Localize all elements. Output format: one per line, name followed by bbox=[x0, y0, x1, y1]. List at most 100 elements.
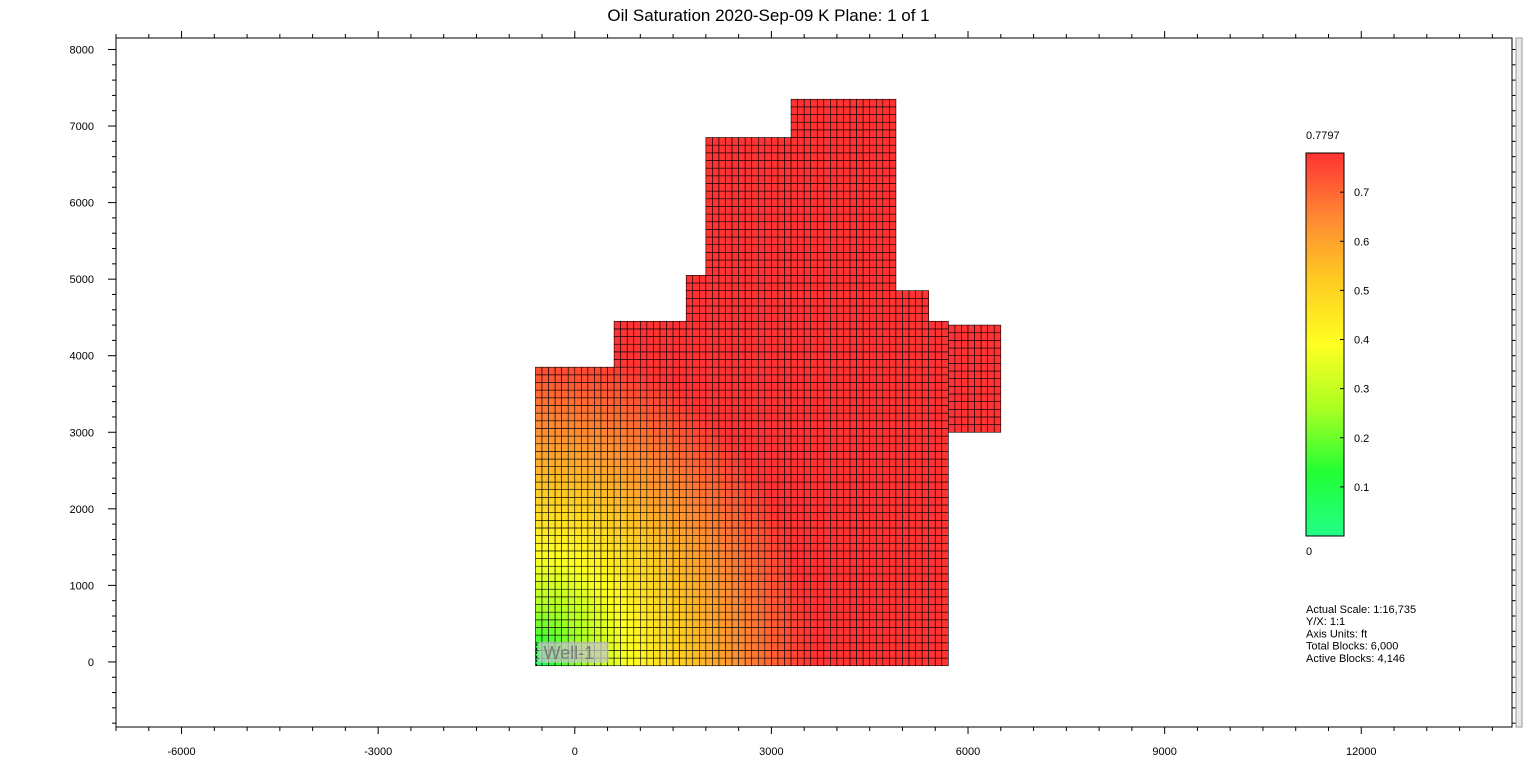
grid-cell bbox=[777, 374, 785, 383]
grid-cell bbox=[685, 412, 694, 422]
grid-cell bbox=[908, 328, 916, 337]
grid-cell bbox=[541, 405, 549, 414]
grid-cell bbox=[882, 236, 890, 246]
grid-cell bbox=[777, 244, 785, 253]
grid-cell bbox=[869, 290, 877, 299]
grid-cell bbox=[646, 481, 654, 490]
grid-cell bbox=[836, 405, 844, 414]
grid-cell bbox=[810, 397, 818, 406]
grid-cell bbox=[941, 466, 949, 475]
grid-cell bbox=[613, 320, 621, 330]
grid-cell bbox=[934, 412, 943, 422]
grid-cell bbox=[803, 221, 812, 230]
grid-cell bbox=[626, 535, 635, 544]
grid-cell bbox=[646, 428, 654, 437]
grid-cell bbox=[816, 412, 825, 422]
grid-cell bbox=[915, 588, 923, 598]
grid-cell bbox=[987, 363, 995, 372]
grid-cell bbox=[561, 382, 569, 391]
grid-cell bbox=[541, 604, 549, 613]
grid-cell bbox=[823, 137, 831, 146]
grid-cell bbox=[816, 190, 825, 200]
grid-cell bbox=[699, 542, 707, 552]
grid-cell bbox=[836, 657, 844, 667]
grid-cell bbox=[659, 504, 667, 513]
grid-cell bbox=[548, 627, 556, 636]
grid-cell bbox=[672, 604, 680, 613]
grid-cell bbox=[757, 512, 766, 521]
grid-cell bbox=[718, 558, 726, 567]
grid-cell bbox=[659, 458, 667, 468]
grid-cell bbox=[751, 504, 759, 513]
grid-cell bbox=[771, 627, 779, 636]
grid-cell bbox=[967, 416, 975, 425]
grid-cell bbox=[823, 519, 831, 529]
grid-cell bbox=[856, 190, 864, 200]
grid-cell bbox=[875, 167, 884, 177]
grid-cell bbox=[725, 236, 733, 246]
grid-cell bbox=[836, 458, 844, 468]
grid-cell bbox=[823, 435, 831, 445]
grid-cell bbox=[921, 343, 929, 353]
grid-cell bbox=[836, 581, 844, 590]
grid-cell bbox=[600, 596, 608, 605]
grid-cell bbox=[535, 397, 543, 406]
grid-cell bbox=[757, 604, 766, 613]
grid-cell bbox=[803, 489, 812, 498]
grid-cell bbox=[731, 221, 739, 230]
grid-cell bbox=[882, 627, 890, 636]
grid-cell bbox=[541, 558, 549, 567]
grid-cell bbox=[856, 129, 864, 138]
grid-cell bbox=[574, 565, 582, 575]
grid-cell bbox=[692, 657, 700, 667]
grid-cell bbox=[790, 328, 798, 337]
right-scrollbar[interactable] bbox=[1515, 37, 1523, 728]
grid-cell bbox=[607, 382, 615, 391]
grid-cell bbox=[640, 443, 648, 452]
grid-cell bbox=[895, 527, 903, 536]
grid-cell bbox=[699, 420, 707, 429]
grid-cell bbox=[640, 642, 648, 651]
grid-cell bbox=[790, 198, 798, 207]
grid-cell bbox=[823, 328, 831, 337]
grid-cell bbox=[653, 588, 661, 598]
grid-cell bbox=[600, 466, 608, 475]
grid-cell bbox=[849, 198, 857, 207]
grid-cell bbox=[620, 489, 628, 498]
grid-cell bbox=[574, 481, 582, 490]
grid-cell bbox=[561, 604, 569, 613]
grid-cell bbox=[640, 512, 648, 521]
grid-cell bbox=[751, 382, 759, 391]
grid-cell bbox=[633, 657, 641, 667]
grid-cell bbox=[554, 481, 562, 490]
grid-cell bbox=[777, 175, 785, 184]
grid-cell bbox=[764, 642, 772, 651]
grid-cell bbox=[862, 519, 871, 529]
grid-cell bbox=[928, 657, 936, 667]
grid-cell bbox=[744, 497, 753, 506]
grid-cell bbox=[699, 627, 707, 636]
grid-cell bbox=[862, 504, 871, 513]
grid-cell bbox=[587, 405, 595, 414]
grid-cell bbox=[784, 466, 792, 475]
grid-cell bbox=[856, 481, 864, 490]
grid-cell bbox=[535, 405, 543, 414]
grid-cell bbox=[600, 435, 608, 445]
grid-cell bbox=[574, 527, 582, 536]
grid-cell bbox=[771, 558, 779, 567]
grid-cell bbox=[548, 527, 556, 536]
grid-cell bbox=[961, 386, 969, 395]
grid-cell bbox=[594, 581, 602, 590]
grid-cell bbox=[869, 336, 877, 345]
x-tick-label: 3000 bbox=[759, 746, 783, 758]
grid-cell bbox=[712, 359, 720, 368]
grid-cell bbox=[535, 634, 543, 644]
grid-cell bbox=[731, 581, 739, 590]
grid-cell bbox=[869, 443, 877, 452]
grid-cell bbox=[882, 650, 890, 659]
grid-cell bbox=[889, 328, 897, 337]
grid-cell bbox=[836, 466, 844, 475]
grid-cell bbox=[705, 144, 713, 154]
grid-cell bbox=[757, 167, 766, 177]
